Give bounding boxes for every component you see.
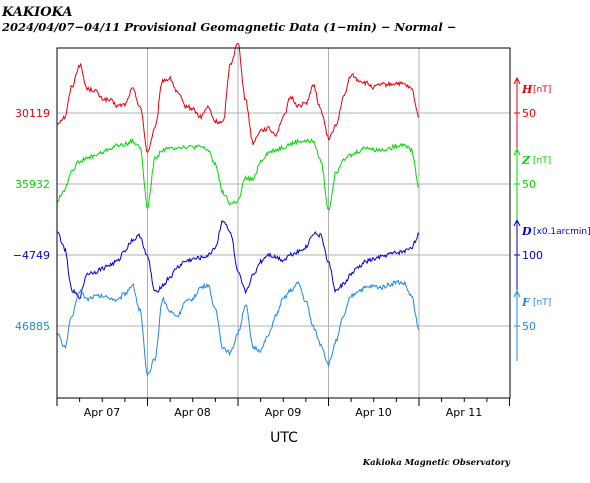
x-tick-label: Apr 10 <box>355 406 392 419</box>
scale-label-f: 50 <box>522 320 536 333</box>
scale-label-z: 50 <box>522 178 536 191</box>
component-symbol-d: D <box>521 225 532 238</box>
series-layer <box>56 43 420 377</box>
series-line-f <box>56 279 420 377</box>
x-tick-label: Apr 07 <box>84 406 121 419</box>
x-axis-label: UTC <box>270 430 298 446</box>
grid <box>57 48 510 398</box>
x-tick-label: Apr 11 <box>446 406 483 419</box>
x-tick-label: Apr 09 <box>265 406 302 419</box>
series-line-z <box>56 137 419 211</box>
component-symbol-h: H <box>521 83 533 96</box>
scale-arrow-h <box>513 76 521 85</box>
footer-credit: Kakioka Magnetic Observatory <box>362 458 511 468</box>
series-line-h <box>56 43 420 154</box>
x-tick-label: Apr 08 <box>174 406 211 419</box>
component-unit-h: [nT] <box>533 85 551 95</box>
baseline-label-f: 46885 <box>15 320 50 333</box>
chart-title: KAKIOKA <box>1 5 72 20</box>
scale-arrow-d <box>513 218 521 227</box>
component-symbol-z: Z <box>521 154 531 167</box>
baseline-label-z: 35932 <box>15 178 50 191</box>
scale-label-h: 50 <box>522 107 536 120</box>
component-unit-d: [x0.1arcmin] <box>533 227 590 237</box>
scale-label-d: 100 <box>522 249 543 262</box>
component-unit-f: [nT] <box>533 298 551 308</box>
scale-arrow-z <box>513 147 521 156</box>
component-symbol-f: F <box>521 296 531 309</box>
plot-frame <box>56 47 511 399</box>
baseline-label-d: −4749 <box>13 249 50 262</box>
component-unit-z: [nT] <box>533 156 551 166</box>
chart-subtitle: 2024/04/07−04/11 Provisional Geomagnetic… <box>1 20 456 34</box>
series-line-d <box>56 219 420 300</box>
scale-arrow-f <box>513 289 521 298</box>
baseline-label-h: 30119 <box>15 107 50 120</box>
